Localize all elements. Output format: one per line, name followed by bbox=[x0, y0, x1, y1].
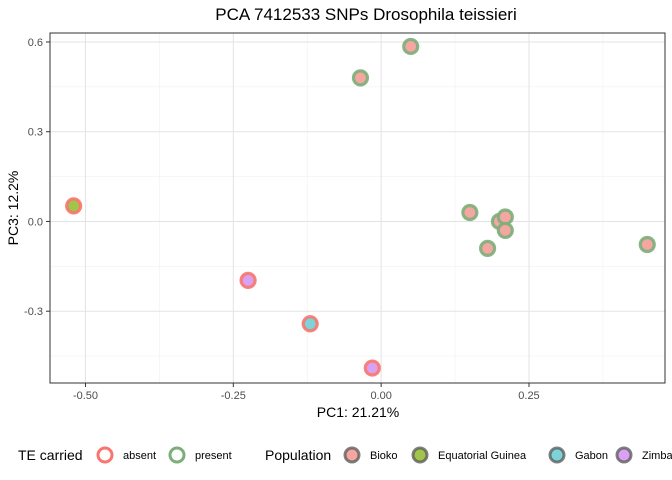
legend-te-key bbox=[168, 446, 186, 464]
y-tick-label: 0.0 bbox=[28, 216, 43, 228]
y-tick-label: 0.6 bbox=[28, 37, 43, 49]
y-axis-title: PC3: 12.2% bbox=[5, 171, 21, 246]
y-axis-ticks: -0.3 0.0 0.3 0.6 bbox=[24, 37, 50, 318]
legend-population-label: Bioko bbox=[370, 450, 398, 462]
data-point bbox=[478, 239, 497, 257]
legend-population: Population Bioko Equatorial Guinea Gabon Zi… bbox=[265, 446, 672, 464]
legend-population-title: Population bbox=[265, 447, 331, 463]
x-tick-label: -0.25 bbox=[221, 390, 246, 402]
legend-population-key bbox=[411, 446, 429, 464]
x-tick-label: -0.50 bbox=[73, 390, 98, 402]
grid-major bbox=[50, 33, 665, 383]
legend-te-title: TE carried bbox=[18, 447, 83, 463]
plot-panel bbox=[50, 33, 665, 383]
data-point bbox=[402, 37, 420, 56]
y-tick-label: 0.3 bbox=[28, 127, 43, 139]
data-point bbox=[461, 203, 479, 222]
grid-minor bbox=[50, 33, 665, 383]
data-point bbox=[301, 315, 319, 333]
x-axis-title: PC1: 21.21% bbox=[317, 404, 400, 420]
legend-population-key bbox=[615, 446, 633, 464]
legend-te-key bbox=[96, 446, 114, 464]
legend-te-label: absent bbox=[123, 450, 156, 462]
legend-population-label: Equatorial Guinea bbox=[438, 450, 527, 462]
legend-te-label: present bbox=[195, 450, 232, 462]
legend-population-key bbox=[548, 446, 566, 464]
data-point bbox=[65, 197, 83, 215]
legend-population-label: Gabon bbox=[575, 450, 608, 462]
x-tick-label: 0.00 bbox=[370, 390, 391, 402]
x-tick-label: 0.25 bbox=[518, 390, 539, 402]
x-axis-ticks: -0.50 -0.25 0.00 0.25 bbox=[73, 383, 540, 402]
data-point bbox=[496, 221, 514, 240]
data-point bbox=[363, 359, 381, 377]
data-points bbox=[65, 37, 656, 377]
data-point bbox=[638, 235, 656, 254]
chart-title: PCA 7412533 SNPs Drosophila teissieri bbox=[215, 5, 516, 24]
data-point bbox=[239, 271, 257, 289]
data-point bbox=[351, 69, 370, 87]
legend-population-key bbox=[343, 446, 361, 464]
legend-te-carried: TE carried absent present bbox=[18, 446, 232, 464]
y-tick-label: -0.3 bbox=[24, 306, 43, 318]
legend-population-label: Zimba bbox=[642, 450, 672, 462]
plot-border bbox=[49, 32, 666, 384]
plot-area bbox=[49, 32, 666, 384]
